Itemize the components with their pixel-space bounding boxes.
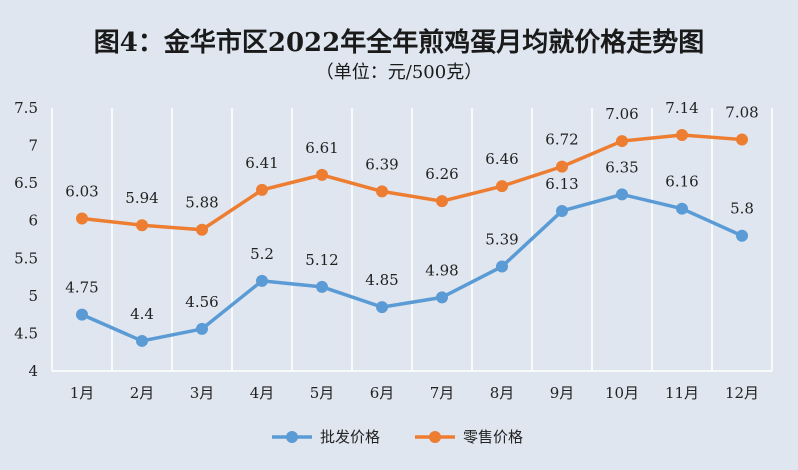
y-tick-label: 7 [28,137,38,155]
y-tick-label: 4.5 [14,324,38,342]
x-tick-label: 1月 [70,384,95,402]
data-point [436,291,448,304]
legend-marker [286,431,298,443]
x-tick-label: 3月 [190,384,215,402]
data-label: 7.14 [665,99,698,117]
data-point [76,308,88,321]
chart-subtitle: （单位：元/500克） [315,62,483,83]
data-point [316,280,328,293]
x-tick-label: 11月 [665,384,699,402]
x-tick-label: 8月 [490,384,515,402]
data-label: 6.03 [65,182,98,200]
chart-title: 图4：金华市区2022年全年煎鸡蛋月均就价格走势图 [93,28,705,58]
data-label: 4.4 [130,305,154,323]
x-tick-label: 10月 [605,384,639,402]
data-label: 4.98 [425,261,458,279]
data-point [196,223,208,236]
data-point [676,129,688,142]
data-point [436,195,448,208]
legend-entry: 零售价格 [463,428,523,446]
x-tick-label: 9月 [550,384,575,402]
x-tick-label: 12月 [725,384,759,402]
y-tick-label: 4 [28,362,38,380]
data-label: 7.06 [605,105,638,123]
data-point [736,229,748,242]
y-tick-label: 7.5 [14,99,38,117]
x-tick-label: 2月 [130,384,155,402]
data-label: 5.88 [185,194,218,212]
data-label: 5.2 [250,245,274,263]
data-label: 6.72 [545,131,578,149]
data-point [736,133,748,146]
y-tick-label: 5.5 [14,249,38,267]
y-tick-label: 6.5 [14,174,38,192]
data-point [676,202,688,215]
y-tick-label: 6 [28,212,38,230]
data-label: 5.39 [485,231,518,249]
data-point [376,185,388,198]
x-tick-label: 5月 [310,384,335,402]
legend-marker [429,431,441,443]
data-label: 6.16 [665,173,698,191]
data-point [76,212,88,225]
data-point [376,301,388,314]
data-label: 4.75 [65,279,98,297]
data-label: 6.39 [365,155,398,173]
data-label: 5.8 [730,200,754,218]
data-label: 6.61 [305,139,338,157]
data-label: 5.94 [125,189,158,207]
data-point [496,260,508,273]
data-label: 6.41 [245,154,278,172]
data-point [136,334,148,347]
x-tick-label: 6月 [370,384,395,402]
data-label: 6.13 [545,175,578,193]
data-point [616,135,628,148]
data-point [196,322,208,335]
data-label: 6.46 [485,150,518,168]
data-label: 4.85 [365,271,398,289]
data-point [256,274,268,287]
data-point [616,188,628,201]
data-label: 6.35 [605,158,638,176]
y-tick-label: 5 [28,287,38,305]
data-point [316,168,328,181]
data-point [256,183,268,196]
data-label: 5.12 [305,251,338,269]
data-label: 6.26 [425,165,458,183]
x-tick-label: 4月 [250,384,275,402]
legend-entry: 批发价格 [320,428,380,446]
data-point [556,204,568,217]
data-label: 4.56 [185,293,218,311]
series-line [81,133,743,232]
data-point [496,180,508,193]
data-point [136,219,148,232]
data-label: 7.08 [725,104,758,122]
x-tick-label: 7月 [430,384,455,402]
series-line [81,192,743,343]
data-point [556,160,568,173]
